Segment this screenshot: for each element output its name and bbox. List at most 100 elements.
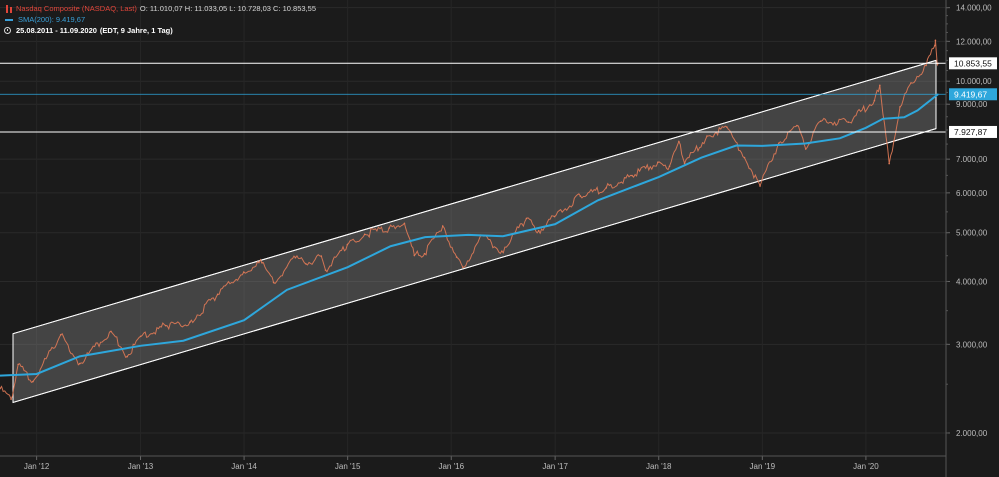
price-point (934, 39, 937, 42)
price-point (272, 281, 275, 284)
y-tick-label: 14.000,00 (956, 4, 992, 13)
sma-point (347, 266, 349, 268)
price-point (726, 126, 728, 128)
price-point (305, 263, 307, 265)
price-point (0, 387, 1, 390)
legend-ohlc: O: 11.010,07 H: 11.033,05 L: 10.728,03 C… (139, 4, 316, 13)
price-point (925, 64, 927, 67)
price-point (462, 266, 464, 269)
price-point (553, 215, 556, 218)
price-point (261, 261, 263, 264)
y-tick-label: 3.000,00 (956, 340, 988, 349)
horizontal-lines: 10.853,55 9.419,67 7.927,87 (0, 57, 997, 138)
sma-point (36, 373, 38, 375)
price-point (346, 243, 349, 246)
price-point (631, 174, 633, 177)
y-tick-label: 9.000,00 (956, 100, 988, 109)
price-point (242, 271, 245, 273)
channel-upper-line (12, 59, 937, 335)
price-point (579, 195, 582, 197)
chart-series (0, 39, 939, 401)
price-point (683, 162, 686, 165)
sma-point (597, 199, 599, 201)
price-point (78, 362, 81, 365)
x-tick-label: Jan '20 (853, 462, 879, 471)
price-point (324, 269, 327, 271)
level-label-box (949, 125, 997, 138)
level-label: 10.853,55 (954, 58, 992, 68)
price-point (403, 222, 406, 225)
price-point (934, 44, 936, 47)
price-point (388, 227, 390, 229)
legend-range-note: (EDT, 9 Jahre, 1 Tag) (99, 26, 173, 35)
sma-point (243, 319, 245, 321)
sma-point (0, 375, 1, 377)
price-point (59, 334, 62, 336)
level-label: 7.927,87 (954, 127, 987, 137)
sma-point (554, 223, 556, 225)
y-tick-label: 10.000,00 (956, 77, 992, 86)
price-point (423, 252, 426, 255)
price-point (363, 233, 366, 236)
price-point (879, 84, 881, 87)
price-point (413, 254, 416, 257)
chart-grid (0, 0, 946, 456)
level-label-box (949, 57, 997, 70)
price-point (847, 121, 850, 123)
sma-point (865, 127, 867, 129)
y-tick-label: 4.000,00 (956, 277, 988, 286)
price-point (819, 120, 822, 122)
level-label: 9.419,67 (954, 89, 987, 99)
price-point (706, 135, 708, 137)
price-point (743, 156, 746, 159)
chart-legend: Nasdaq Composite (NASDAQ, Last) O: 11.01… (4, 3, 316, 36)
price-point (216, 293, 219, 296)
price-point (294, 256, 297, 259)
price-point (888, 162, 890, 165)
sma-point (658, 176, 660, 178)
price-point (10, 398, 12, 400)
sma-point (700, 157, 703, 159)
price-point (455, 256, 458, 258)
sma-point (139, 345, 142, 347)
x-tick-label: Jan '12 (24, 462, 50, 471)
price-point (759, 185, 761, 187)
price-series-line (0, 40, 939, 401)
price-point (110, 330, 112, 333)
sma-point (839, 137, 841, 139)
y-tick-label: 12.000,00 (956, 37, 992, 46)
sma-point (761, 145, 763, 147)
x-tick-label: Jan '18 (646, 462, 672, 471)
sma-point (286, 289, 288, 291)
sma-point (882, 118, 884, 120)
price-point (189, 321, 191, 324)
price-point (17, 363, 19, 366)
sma-point (903, 116, 905, 118)
sma-point (424, 236, 426, 238)
legend-title-row: Nasdaq Composite (NASDAQ, Last) O: 11.01… (4, 3, 316, 14)
y-tick-label: 6.000,00 (956, 189, 988, 198)
sma-point (735, 144, 737, 147)
y-tick-label: 5.000,00 (956, 229, 988, 238)
regression-channel (12, 59, 937, 404)
price-point (873, 99, 876, 102)
y-tick-label: 7.000,00 (956, 155, 988, 164)
sma-point (389, 245, 392, 247)
sma-point (182, 340, 184, 342)
y-axis: 2.000,00 3.000,00 4.000,00 5.000,00 6.000,00… (945, 0, 992, 477)
x-tick-label: Jan '19 (750, 462, 776, 471)
x-axis: Jan '12 Jan '13 Jan '14 Jan '15 Jan '16 Jan '… (0, 455, 946, 471)
x-tick-label: Jan '13 (128, 462, 154, 471)
x-tick-label: Jan '14 (231, 462, 257, 471)
sma-point (79, 355, 81, 357)
candlestick-icon (4, 4, 13, 13)
channel-area (12, 59, 937, 404)
legend-range: 25.08.2011 - 11.09.2020 (16, 26, 97, 35)
level-label-box (949, 88, 997, 101)
price-point (441, 225, 444, 227)
sma-line-icon (5, 18, 13, 21)
price-point (668, 165, 671, 168)
sma-point (916, 109, 919, 111)
price-point (777, 142, 780, 144)
